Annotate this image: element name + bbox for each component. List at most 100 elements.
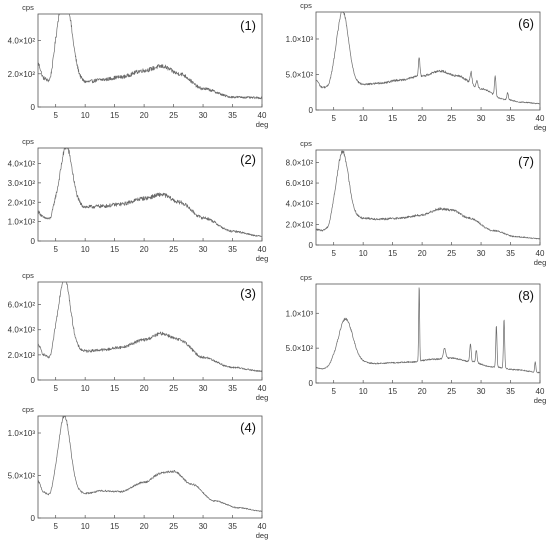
panel-2-ylabel: cps — [22, 137, 34, 146]
panel-4-xtick-label: 5 — [53, 522, 58, 531]
panel-1-frame — [37, 13, 263, 108]
panel-1-xlabel: deg — [256, 120, 269, 129]
panel-6-xtick-label: 35 — [506, 249, 515, 258]
panel-2-xlabel: deg — [256, 254, 269, 263]
panel-3-xtick-label: 10 — [81, 384, 90, 393]
panel-1-xtick-label: 35 — [228, 111, 237, 120]
panel-5-xlabel: deg — [534, 123, 547, 132]
panel-1-xtick-label: 25 — [169, 111, 178, 120]
panel-7-frame — [315, 283, 541, 384]
panel-7-xrd-trace — [315, 287, 541, 374]
panel-1-xtick-label: 20 — [140, 111, 149, 120]
panel-2-xtick-label: 35 — [228, 245, 237, 254]
panel-7-xtick-label: 30 — [477, 387, 486, 396]
panel-3-ytick-label: 2.0×10² — [8, 351, 36, 360]
panel-6-number-label: (7) — [518, 154, 534, 169]
panel-6-xtick-label: 5 — [331, 249, 336, 258]
panel-6-ylabel: cps — [300, 139, 312, 148]
panel-1-ytick-label: 2.0×10² — [8, 70, 36, 79]
panel-5-xtick-label: 20 — [418, 114, 427, 123]
panel-1-ytick-label: 0 — [31, 103, 36, 112]
panel-5-xtick-label: 35 — [506, 114, 515, 123]
panel-1-xtick-label: 10 — [81, 111, 90, 120]
panel-6-xtick-label: 20 — [418, 249, 427, 258]
panel-3-xtick-label: 15 — [110, 384, 119, 393]
panel-7-ytick-label: 1.0×10³ — [286, 309, 314, 318]
panel-5-xtick-label: 10 — [359, 114, 368, 123]
panel-7-ytick-label: 0 — [309, 379, 314, 388]
panel-5-xrd-trace — [315, 11, 541, 105]
panel-2-ytick-label: 4.0×10² — [8, 160, 36, 169]
panel-4-xrd-trace — [37, 415, 263, 512]
panel-6-xtick-label: 15 — [388, 249, 397, 258]
panel-7-xlabel: deg — [534, 396, 547, 405]
panel-3-ytick-label: 0 — [31, 376, 36, 385]
panel-4-ylabel: cps — [22, 405, 34, 414]
panel-2-xtick-label: 15 — [110, 245, 119, 254]
panel-2-number-label: (2) — [240, 152, 256, 167]
panel-6-xtick-label: 40 — [536, 249, 545, 258]
panel-3-xtick-label: 20 — [140, 384, 149, 393]
panel-5-number-label: (6) — [518, 16, 534, 31]
panel-7-xtick-label: 25 — [447, 387, 456, 396]
panel-5-xtick-label: 40 — [536, 114, 545, 123]
panel-4-xtick-label: 20 — [140, 522, 149, 531]
panel-2-frame — [37, 147, 263, 242]
panel-5-xtick-label: 25 — [447, 114, 456, 123]
panel-4-ytick-label: 0 — [31, 514, 36, 523]
panel-4-xtick-label: 25 — [169, 522, 178, 531]
panel-1-number-label: (1) — [240, 18, 256, 33]
panel-6-ytick-label: 8.0×10² — [286, 158, 314, 167]
panel-3-xtick-label: 25 — [169, 384, 178, 393]
panel-1-xrd-trace — [37, 13, 263, 100]
panel-4-xtick-label: 30 — [199, 522, 208, 531]
panel-5-ylabel: cps — [300, 1, 312, 10]
panel-2-xrd-trace — [37, 147, 263, 238]
panel-3-xtick-label: 35 — [228, 384, 237, 393]
panel-2-xtick-label: 20 — [140, 245, 149, 254]
panel-6-xrd-trace — [315, 150, 541, 240]
panel-7-xtick-label: 20 — [418, 387, 427, 396]
panel-2-ytick-label: 3.0×10² — [8, 179, 36, 188]
panel-7-xtick-label: 35 — [506, 387, 515, 396]
panel-1-ylabel: cps — [22, 3, 34, 12]
panel-4-xtick-label: 10 — [81, 522, 90, 531]
panel-6-frame — [315, 149, 541, 246]
panel-6-xtick-label: 10 — [359, 249, 368, 258]
panel-3-xtick-label: 5 — [53, 384, 58, 393]
panel-5-ytick-label: 5.0×10² — [286, 70, 314, 79]
panel-5-xtick-label: 30 — [477, 114, 486, 123]
panel-4-frame — [37, 415, 263, 519]
panel-7-number-label: (8) — [518, 288, 534, 303]
panel-2-ytick-label: 0 — [31, 237, 36, 246]
panel-2-xtick-label: 40 — [258, 245, 267, 254]
panel-1-xtick-label: 5 — [53, 111, 58, 120]
panel-3-xtick-label: 40 — [258, 384, 267, 393]
panel-5-ytick-label: 0 — [309, 106, 314, 115]
panel-1-xtick-label: 40 — [258, 111, 267, 120]
panel-7-xtick-label: 15 — [388, 387, 397, 396]
panel-6-ytick-label: 6.0×10² — [286, 179, 314, 188]
panel-4-xtick-label: 35 — [228, 522, 237, 531]
panel-1-ytick-label: 4.0×10² — [8, 37, 36, 46]
panel-6-ytick-label: 4.0×10² — [286, 200, 314, 209]
panel-5-frame — [315, 11, 541, 111]
panel-4-ytick-label: 1.0×10³ — [8, 429, 36, 438]
panel-5-xtick-label: 15 — [388, 114, 397, 123]
panel-4-xlabel: deg — [256, 531, 269, 540]
panel-2-xtick-label: 30 — [199, 245, 208, 254]
panel-7-ylabel: cps — [300, 273, 312, 282]
panel-1-xtick-label: 15 — [110, 111, 119, 120]
panel-2-ytick-label: 1.0×10² — [8, 218, 36, 227]
panel-2-xtick-label: 10 — [81, 245, 90, 254]
panel-4-xtick-label: 15 — [110, 522, 119, 531]
panel-2-ytick-label: 2.0×10² — [8, 198, 36, 207]
panel-4-number-label: (4) — [240, 420, 256, 435]
panel-4-xtick-label: 40 — [258, 522, 267, 531]
panel-5-xtick-label: 5 — [331, 114, 336, 123]
panel-7-xtick-label: 10 — [359, 387, 368, 396]
panel-3-xtick-label: 30 — [199, 384, 208, 393]
panel-4-ytick-label: 5.0×10² — [8, 472, 36, 481]
